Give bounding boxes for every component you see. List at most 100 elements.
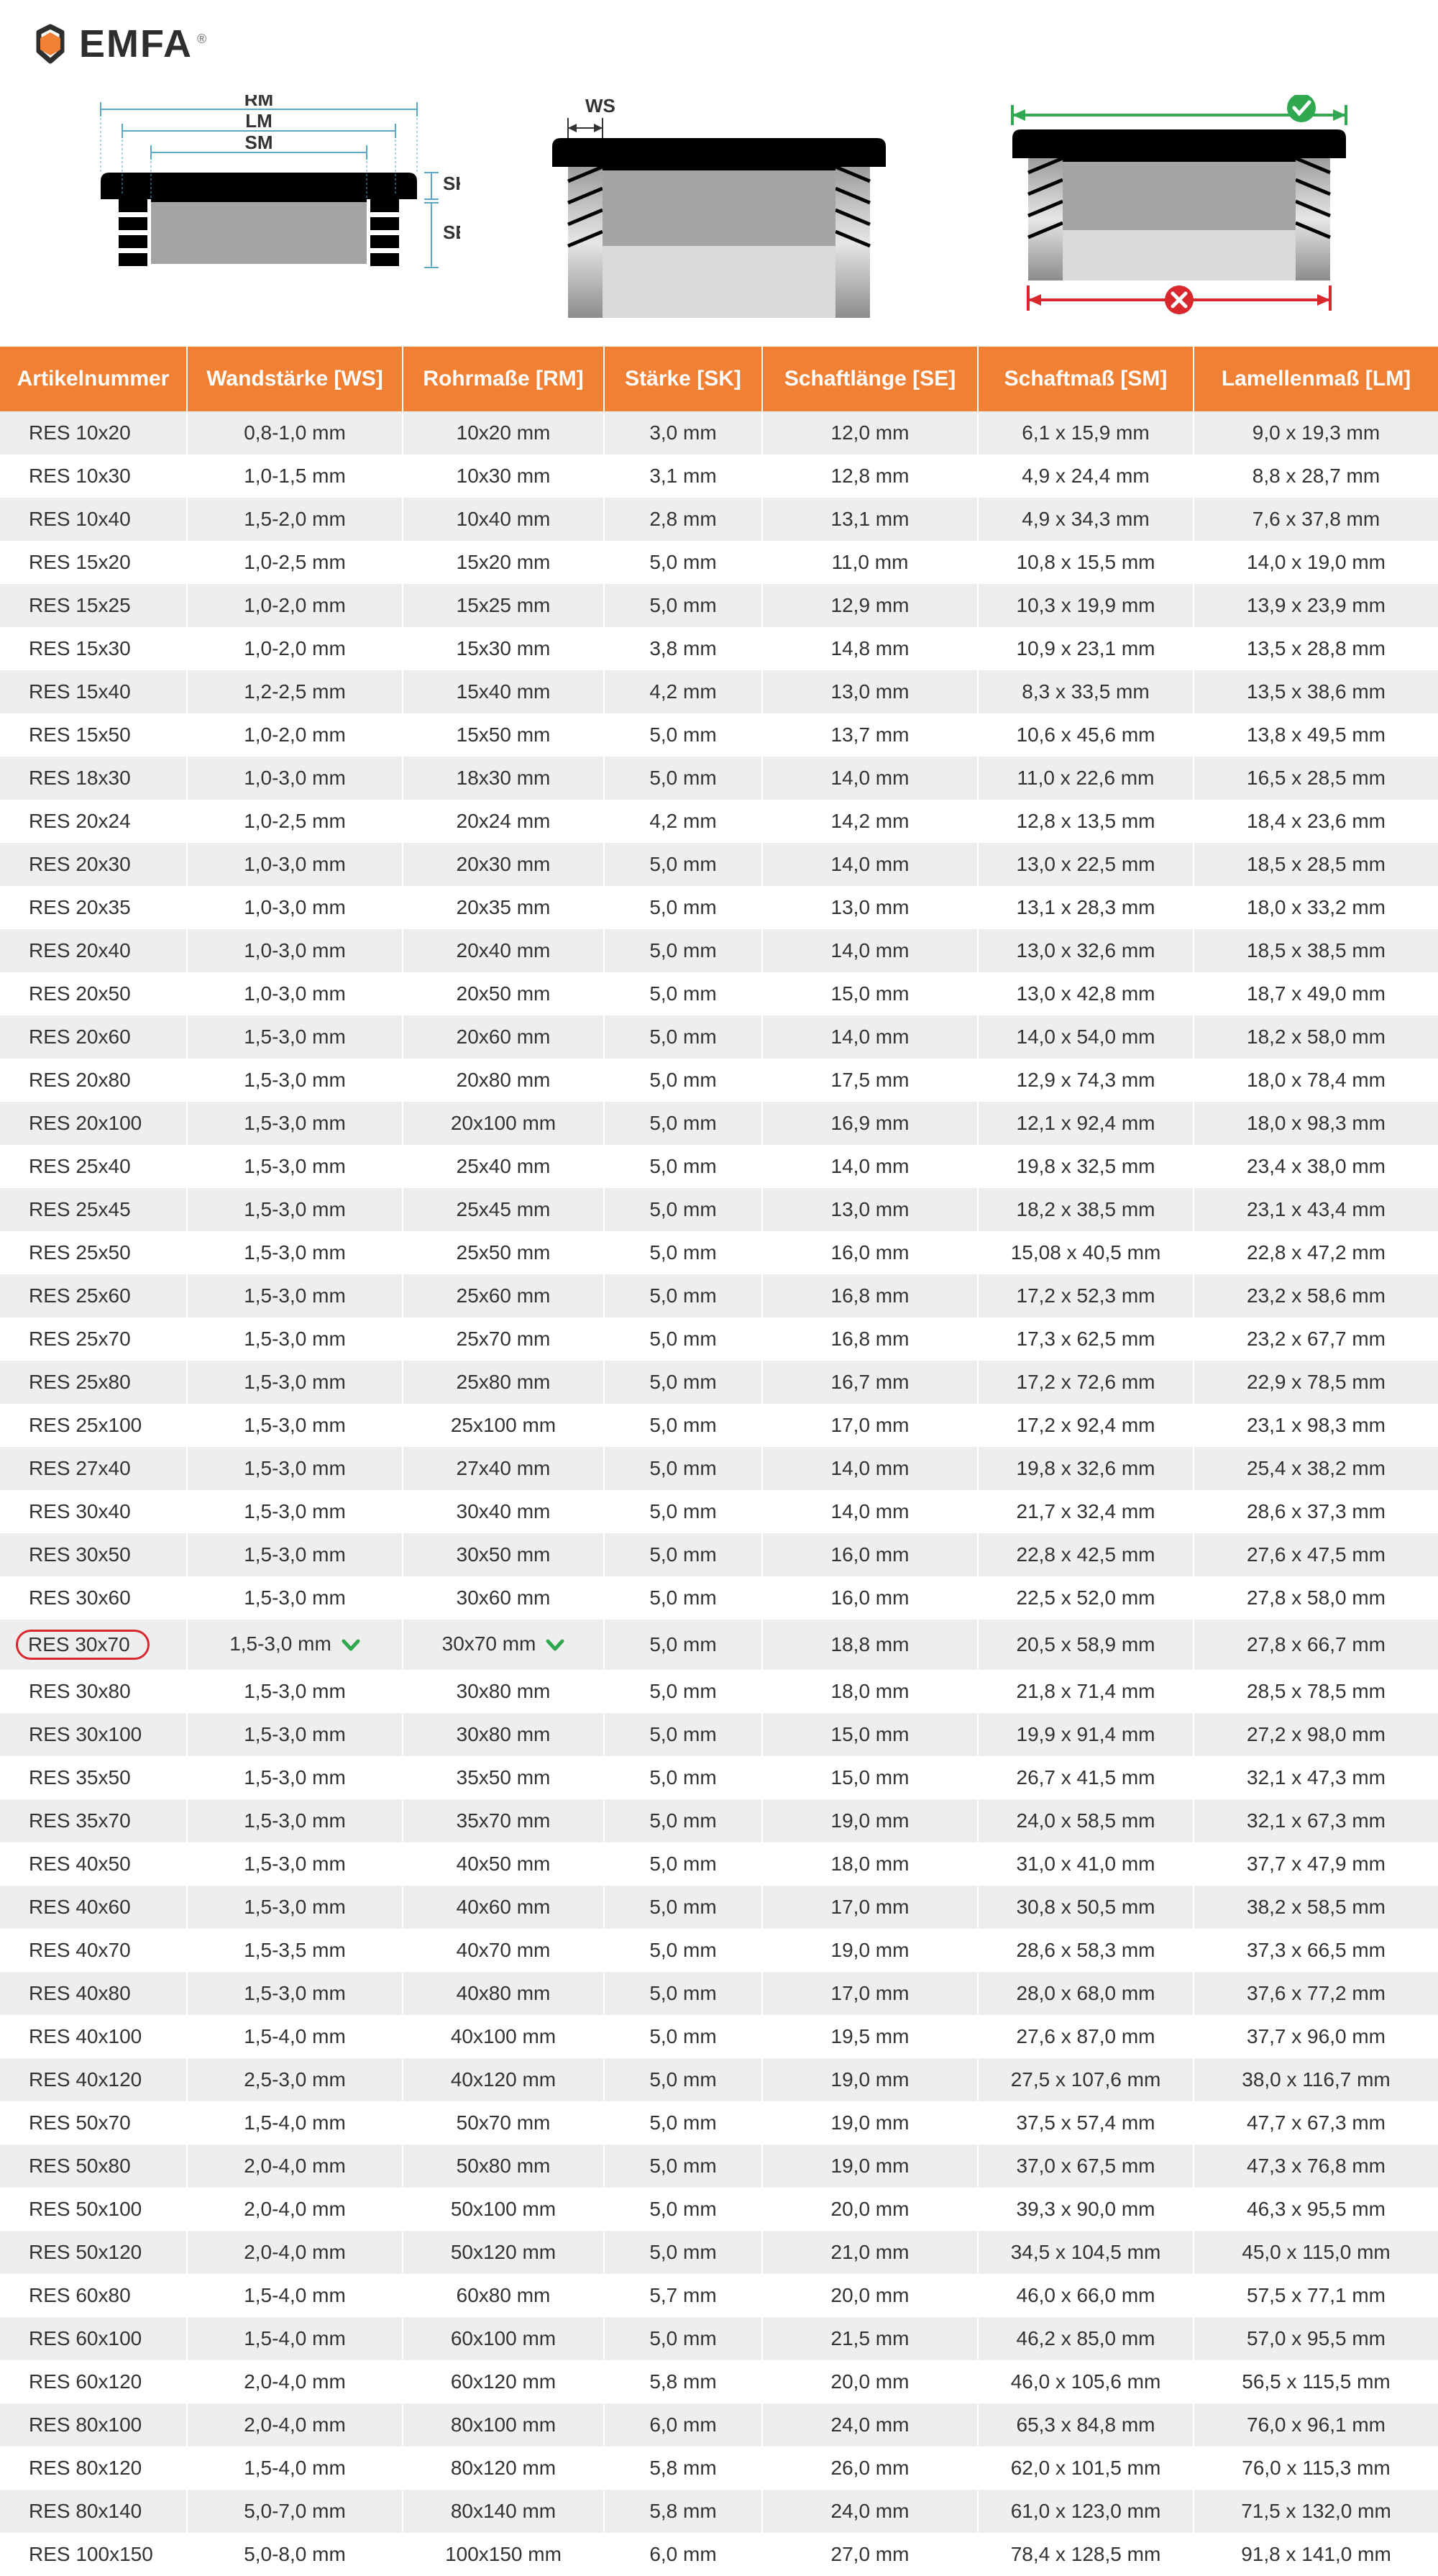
table-cell: 1,0-2,0 mm (187, 584, 403, 627)
table-cell: RES 25x70 (0, 1317, 187, 1361)
table-cell: 10,3 x 19,9 mm (978, 584, 1194, 627)
table-cell: 1,0-2,0 mm (187, 713, 403, 757)
table-cell: 16,7 mm (762, 1361, 978, 1404)
table-cell: 35x50 mm (403, 1756, 604, 1799)
table-row: RES 60x1202,0-4,0 mm60x120 mm5,8 mm20,0 … (0, 2360, 1438, 2403)
table-cell: 24,0 mm (762, 2490, 978, 2533)
th-wandstaerke: Wandstärke [WS] (187, 347, 403, 411)
table-cell: 4,2 mm (604, 800, 762, 843)
table-row: RES 25x401,5-3,0 mm25x40 mm5,0 mm14,0 mm… (0, 1145, 1438, 1188)
table-cell: 21,8 x 71,4 mm (978, 1670, 1194, 1713)
table-cell: 17,3 x 62,5 mm (978, 1317, 1194, 1361)
table-row: RES 10x200,8-1,0 mm10x20 mm3,0 mm12,0 mm… (0, 411, 1438, 455)
table-cell: 26,0 mm (762, 2447, 978, 2490)
table-row: RES 25x451,5-3,0 mm25x45 mm5,0 mm13,0 mm… (0, 1188, 1438, 1231)
table-cell: 14,0 mm (762, 929, 978, 972)
table-cell: 47,3 x 76,8 mm (1194, 2145, 1438, 2188)
spec-table: Artikelnummer Wandstärke [WS] Rohrmaße [… (0, 347, 1438, 2576)
table-cell: RES 25x45 (0, 1188, 187, 1231)
table-row: RES 40x1202,5-3,0 mm40x120 mm5,0 mm19,0 … (0, 2058, 1438, 2101)
table-row: RES 30x1001,5-3,0 mm30x80 mm5,0 mm15,0 m… (0, 1713, 1438, 1756)
table-cell: 40x120 mm (403, 2058, 604, 2101)
diagram-correct-incorrect (978, 95, 1380, 318)
table-row: RES 25x501,5-3,0 mm25x50 mm5,0 mm16,0 mm… (0, 1231, 1438, 1274)
table-cell: 5,0 mm (604, 929, 762, 972)
table-cell: 30x60 mm (403, 1576, 604, 1620)
table-row: RES 18x301,0-3,0 mm18x30 mm5,0 mm14,0 mm… (0, 757, 1438, 800)
highlight-pill: RES 30x70 (16, 1630, 150, 1660)
table-cell: 5,0 mm (604, 1490, 762, 1533)
table-cell: 10x40 mm (403, 498, 604, 541)
table-cell: 23,1 x 98,3 mm (1194, 1404, 1438, 1447)
table-cell: 13,0 x 22,5 mm (978, 843, 1194, 886)
table-cell: RES 20x80 (0, 1059, 187, 1102)
table-row: RES 15x401,2-2,5 mm15x40 mm4,2 mm13,0 mm… (0, 670, 1438, 713)
table-cell: 30,8 x 50,5 mm (978, 1886, 1194, 1929)
table-cell: 14,0 mm (762, 1015, 978, 1059)
table-cell: 1,5-3,0 mm (187, 1059, 403, 1102)
table-cell: 15x40 mm (403, 670, 604, 713)
diagram-ws: WS (518, 95, 920, 318)
th-artikelnummer: Artikelnummer (0, 347, 187, 411)
table-cell: 1,0-3,0 mm (187, 886, 403, 929)
table-cell: 20x80 mm (403, 1059, 604, 1102)
table-cell: 1,5-4,0 mm (187, 2101, 403, 2145)
table-cell: 1,5-4,0 mm (187, 2447, 403, 2490)
table-cell: RES 80x100 (0, 2403, 187, 2447)
table-cell: RES 60x100 (0, 2317, 187, 2360)
table-cell: 5,0 mm (604, 1842, 762, 1886)
table-cell: 5,0 mm (604, 972, 762, 1015)
table-cell: 30x40 mm (403, 1490, 604, 1533)
table-cell: 5,0 mm (604, 1929, 762, 1972)
table-cell: 5,0 mm (604, 1447, 762, 1490)
table-cell: 15x30 mm (403, 627, 604, 670)
table-cell: 2,0-4,0 mm (187, 2403, 403, 2447)
table-cell: 24,0 mm (762, 2403, 978, 2447)
table-cell: 12,9 x 74,3 mm (978, 1059, 1194, 1102)
table-row: RES 20x501,0-3,0 mm20x50 mm5,0 mm15,0 mm… (0, 972, 1438, 1015)
table-cell: 1,5-3,0 mm (187, 1015, 403, 1059)
table-cell: RES 20x100 (0, 1102, 187, 1145)
table-cell: RES 30x80 (0, 1670, 187, 1713)
table-cell: 13,0 mm (762, 670, 978, 713)
table-cell: 3,8 mm (604, 627, 762, 670)
th-lamellenmass: Lamellenmaß [LM] (1194, 347, 1438, 411)
table-cell: 1,5-3,0 mm (187, 1317, 403, 1361)
table-row: RES 40x501,5-3,0 mm40x50 mm5,0 mm18,0 mm… (0, 1842, 1438, 1886)
table-cell: 18,7 x 49,0 mm (1194, 972, 1438, 1015)
table-cell: 19,5 mm (762, 2015, 978, 2058)
table-cell: 27,8 x 58,0 mm (1194, 1576, 1438, 1620)
table-row: RES 20x801,5-3,0 mm20x80 mm5,0 mm17,5 mm… (0, 1059, 1438, 1102)
table-cell: 17,0 mm (762, 1886, 978, 1929)
th-schaftlaenge: Schaftlänge [SE] (762, 347, 978, 411)
table-cell: 12,9 mm (762, 584, 978, 627)
table-cell: RES 20x50 (0, 972, 187, 1015)
table-cell: RES 15x40 (0, 670, 187, 713)
table-cell: 13,8 x 49,5 mm (1194, 713, 1438, 757)
table-cell: 5,0 mm (604, 2188, 762, 2231)
table-cell: 16,0 mm (762, 1533, 978, 1576)
table-row: RES 25x1001,5-3,0 mm25x100 mm5,0 mm17,0 … (0, 1404, 1438, 1447)
table-cell: 13,0 x 42,8 mm (978, 972, 1194, 1015)
table-cell: 1,5-3,0 mm (187, 1102, 403, 1145)
table-cell: 25x100 mm (403, 1404, 604, 1447)
table-cell: 10,6 x 45,6 mm (978, 713, 1194, 757)
table-cell: 1,5-3,0 mm (187, 1670, 403, 1713)
table-cell: 5,0 mm (604, 2317, 762, 2360)
table-cell: 5,0 mm (604, 713, 762, 757)
table-cell: 8,3 x 33,5 mm (978, 670, 1194, 713)
table-cell: 1,5-4,0 mm (187, 2317, 403, 2360)
table-row: RES 10x301,0-1,5 mm10x30 mm3,1 mm12,8 mm… (0, 455, 1438, 498)
table-cell: 1,5-3,0 mm (187, 1145, 403, 1188)
table-row: RES 20x401,0-3,0 mm20x40 mm5,0 mm14,0 mm… (0, 929, 1438, 972)
table-cell: 1,5-3,0 mm (187, 1713, 403, 1756)
table-cell: 15x50 mm (403, 713, 604, 757)
table-cell: RES 35x70 (0, 1799, 187, 1842)
table-cell: 27,0 mm (762, 2533, 978, 2576)
table-row: RES 50x1002,0-4,0 mm50x100 mm5,0 mm20,0 … (0, 2188, 1438, 2231)
table-cell: RES 80x120 (0, 2447, 187, 2490)
table-cell: RES 15x30 (0, 627, 187, 670)
table-cell: 76,0 x 96,1 mm (1194, 2403, 1438, 2447)
table-cell: 5,8 mm (604, 2447, 762, 2490)
table-row: RES 15x301,0-2,0 mm15x30 mm3,8 mm14,8 mm… (0, 627, 1438, 670)
